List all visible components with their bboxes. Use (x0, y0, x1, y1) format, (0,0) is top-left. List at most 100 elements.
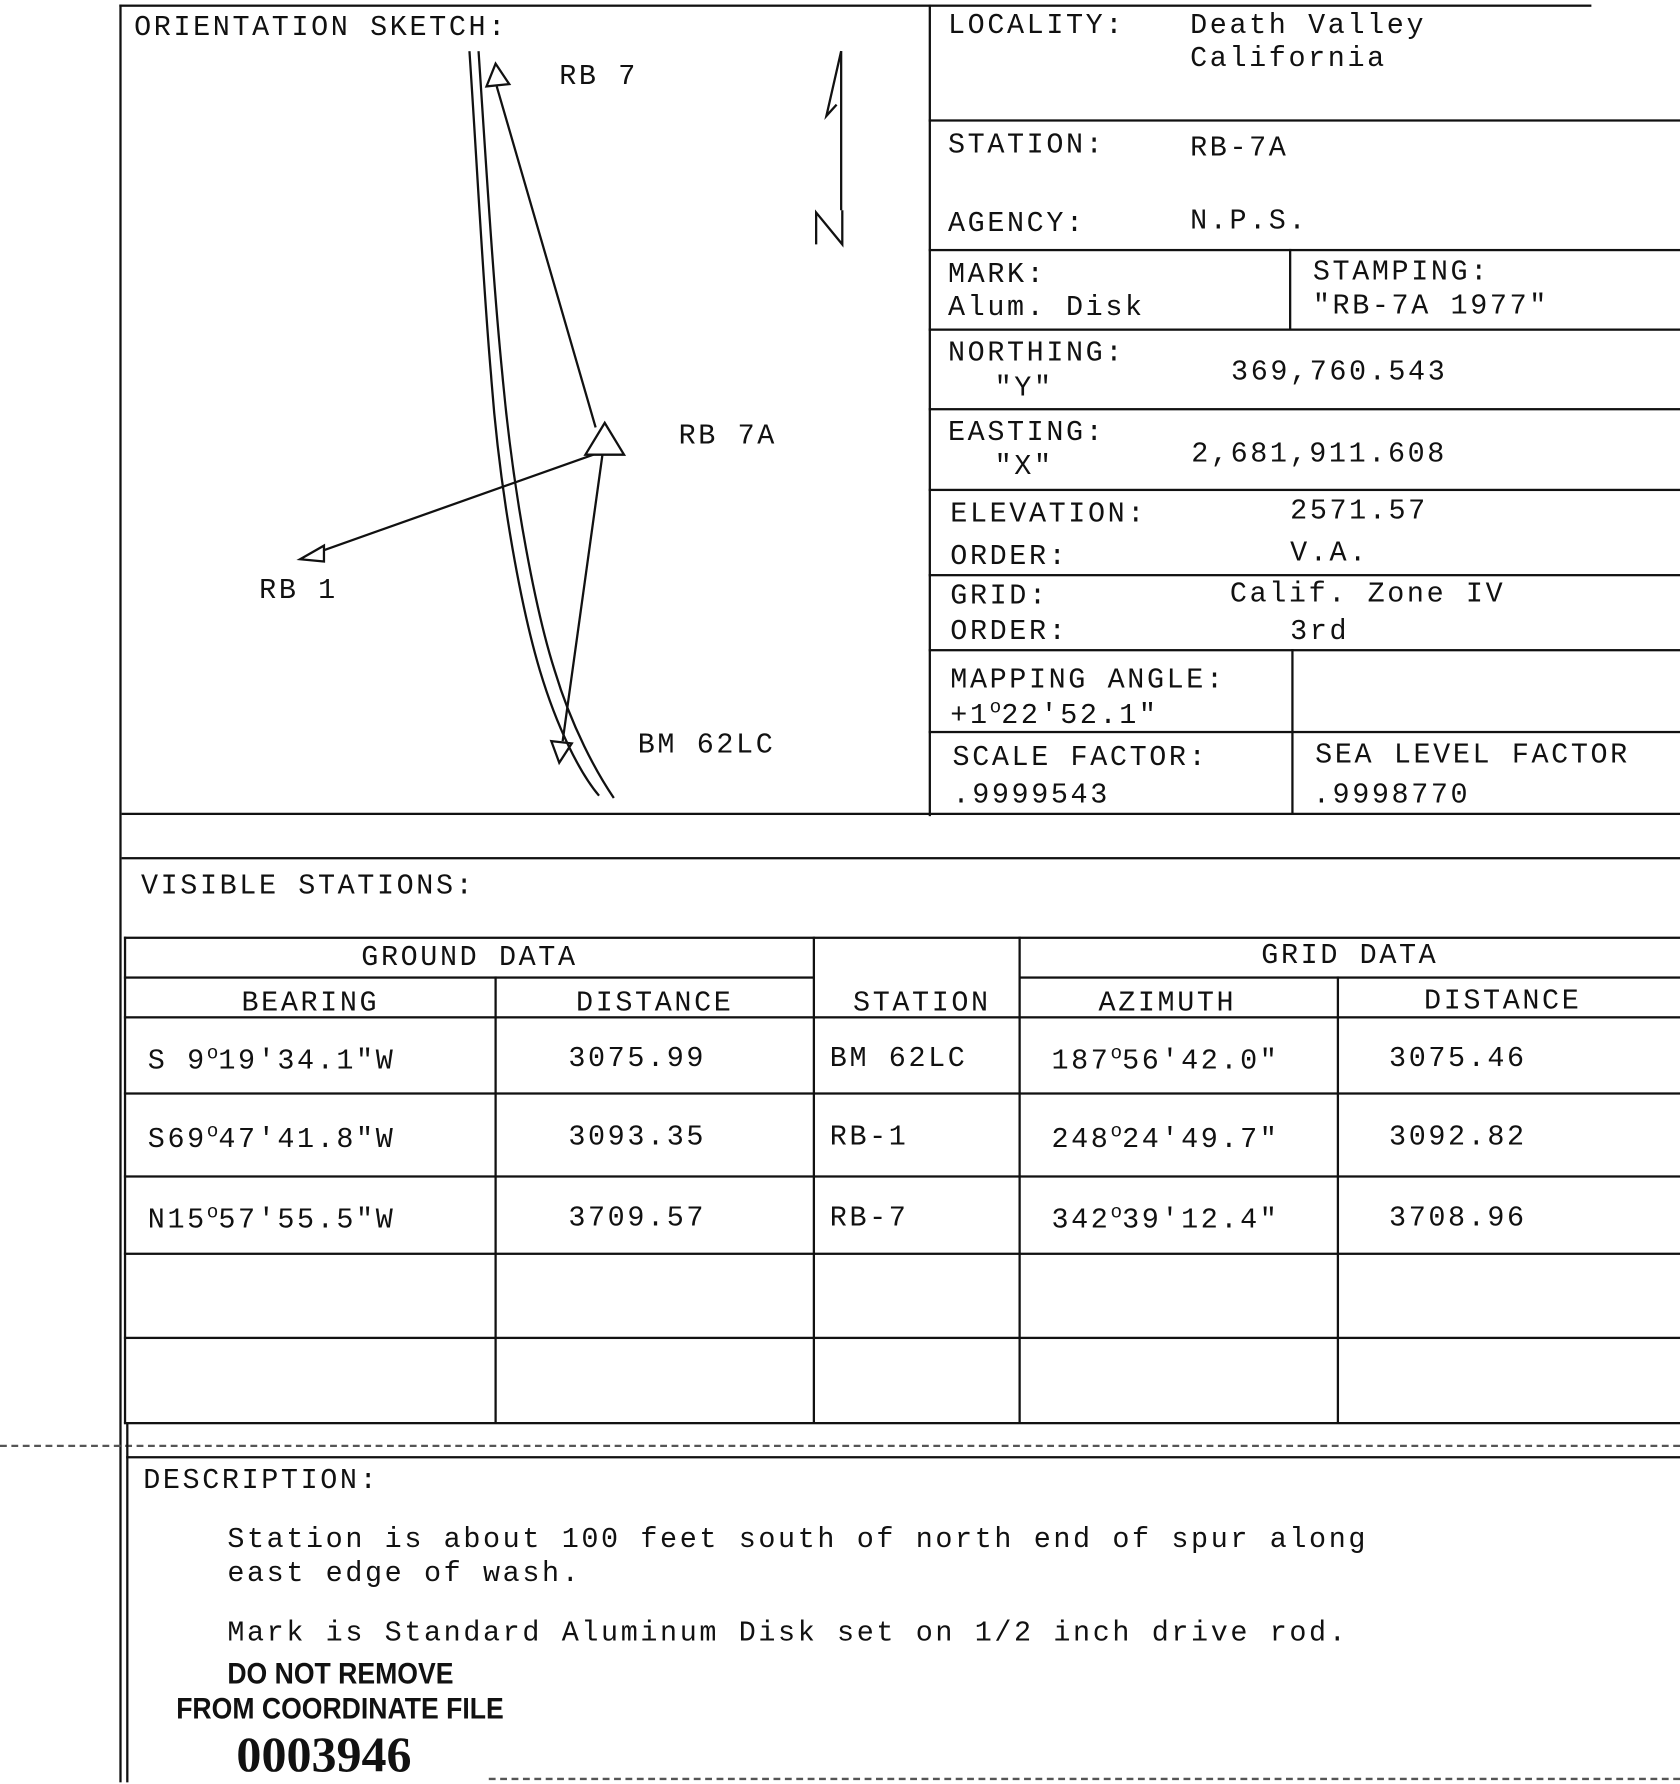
label-rb1: RB 1 (259, 574, 338, 607)
table-line (123, 1336, 1680, 1340)
northing-value: 369,760.543 (1231, 355, 1448, 389)
bearing-minutes: 19'34.1"W (218, 1044, 396, 1078)
degree-symbol: o (989, 697, 1002, 720)
sketch-title: ORIENTATION SKETCH: (134, 11, 508, 45)
orientation-sketch (296, 50, 844, 799)
table-line (812, 936, 816, 1424)
label-rb7: RB 7 (559, 60, 638, 94)
stamp-do-not-remove: DO NOT REMOVE (227, 1656, 454, 1691)
description-line: Station is about 100 feet south of north… (227, 1523, 1369, 1557)
degree-symbol: o (1110, 1043, 1123, 1066)
mapping-angle-degrees: +1 (950, 699, 990, 733)
table-row-bearing: S 9o19'34.1"W (148, 1045, 396, 1076)
bottom-line (488, 1777, 1680, 1781)
degree-symbol: o (1110, 1202, 1123, 1225)
azimuth-minutes: 39'12.4" (1122, 1203, 1280, 1237)
sight-line-bm62lc (561, 454, 604, 742)
stamping-value: "RB-7A 1977" (1312, 289, 1549, 323)
table-row-ground-distance: 3709.57 (568, 1201, 707, 1235)
table-line (123, 1252, 1680, 1255)
table-line (123, 1175, 1680, 1178)
table-line (494, 976, 497, 1424)
divider (928, 574, 1680, 577)
table-line (123, 936, 127, 1424)
degree-symbol: o (206, 1043, 219, 1066)
grid-order-label: ORDER: (950, 614, 1069, 648)
table-line (123, 936, 1680, 939)
table-row-station: BM 62LC (829, 1042, 968, 1076)
bearing-minutes: 57'55.5"W (218, 1203, 396, 1237)
grid-value: Calif. Zone IV (1229, 577, 1506, 611)
divider (928, 248, 1680, 252)
easting-value: 2,681,911.608 (1191, 437, 1447, 471)
north-arrow-head (824, 50, 843, 120)
triangle-bm62lc-icon (549, 739, 574, 766)
elevation-value: 2571.57 (1290, 494, 1428, 528)
divider (126, 1456, 1680, 1459)
bearing-degrees: N15 (147, 1203, 207, 1237)
wash-line (468, 51, 600, 797)
mark-value: Alum. Disk (948, 290, 1145, 324)
divider (928, 730, 1680, 734)
azimuth-degrees: 342 (1051, 1203, 1111, 1237)
col-ground-distance: DISTANCE (576, 986, 734, 1020)
elevation-order-value: V.A. (1290, 536, 1369, 570)
table-row-grid-distance: 3092.82 (1389, 1120, 1527, 1154)
table-line (123, 976, 814, 979)
divider (121, 812, 1680, 816)
col-azimuth: AZIMUTH (1098, 986, 1237, 1020)
elevation-order-label: ORDER: (950, 539, 1069, 573)
table-line (123, 1016, 1680, 1019)
stamp-from-coordinate-file: FROM COORDINATE FILE (176, 1691, 504, 1726)
file-number: 0003946 (236, 1726, 412, 1783)
left-border (126, 1423, 129, 1783)
triangle-rb7-icon (484, 61, 512, 88)
table-row-azimuth: 187o56'42.0" (1051, 1045, 1279, 1076)
cut-line (0, 1444, 1680, 1448)
divider (928, 488, 1680, 492)
divider (928, 408, 1680, 411)
table-line (123, 1092, 1680, 1095)
azimuth-degrees: 248 (1051, 1123, 1111, 1157)
bearing-minutes: 47'41.8"W (218, 1123, 396, 1157)
easting-label: EASTING: (948, 416, 1106, 449)
mapping-angle-label: MAPPING ANGLE: (950, 663, 1226, 697)
northing-label: NORTHING: (948, 336, 1126, 370)
azimuth-degrees: 187 (1051, 1044, 1111, 1078)
degree-symbol: o (206, 1202, 219, 1225)
azimuth-minutes: 56'42.0" (1122, 1044, 1280, 1078)
table-row-azimuth: 342o39'12.4" (1051, 1204, 1279, 1235)
bearing-degrees: S69 (147, 1123, 207, 1157)
divider (928, 328, 1680, 331)
table-row-grid-distance: 3708.96 (1389, 1201, 1527, 1235)
locality-line1: Death Valley (1190, 9, 1427, 43)
locality-line2: California (1190, 42, 1387, 76)
table-row-ground-distance: 3093.35 (568, 1120, 707, 1154)
table-line (1336, 976, 1340, 1424)
mapping-angle-minutes: 22'52.1" (1001, 699, 1159, 733)
elevation-label: ELEVATION: (950, 497, 1147, 531)
label-bm62lc: BM 62LC (637, 728, 776, 762)
col-grid-distance: DISTANCE (1424, 984, 1582, 1018)
divider (928, 119, 1680, 122)
table-row-ground-distance: 3075.99 (568, 1042, 707, 1076)
left-border (119, 4, 122, 1783)
top-border (119, 4, 1592, 7)
agency-value: N.P.S. (1190, 204, 1309, 238)
table-line (1018, 936, 1021, 1424)
mapping-angle-value: +1o22'52.1" (950, 699, 1158, 730)
degree-symbol: o (206, 1121, 219, 1144)
wash-line (477, 51, 615, 799)
description-line: east edge of wash. (227, 1557, 582, 1591)
table-row-station: RB-7 (829, 1201, 909, 1235)
grid-order-value: 3rd (1290, 614, 1350, 648)
sight-line-rb7 (495, 86, 597, 428)
description-title: DESCRIPTION: (143, 1464, 380, 1498)
divider (1291, 649, 1294, 814)
station-value: RB-7A (1190, 131, 1289, 165)
scale-factor-value: .9999543 (952, 778, 1110, 812)
northing-sub: "Y" (994, 371, 1054, 405)
col-station: STATION (853, 986, 991, 1020)
sea-level-factor-label: SEA LEVEL FACTOR (1315, 738, 1630, 772)
